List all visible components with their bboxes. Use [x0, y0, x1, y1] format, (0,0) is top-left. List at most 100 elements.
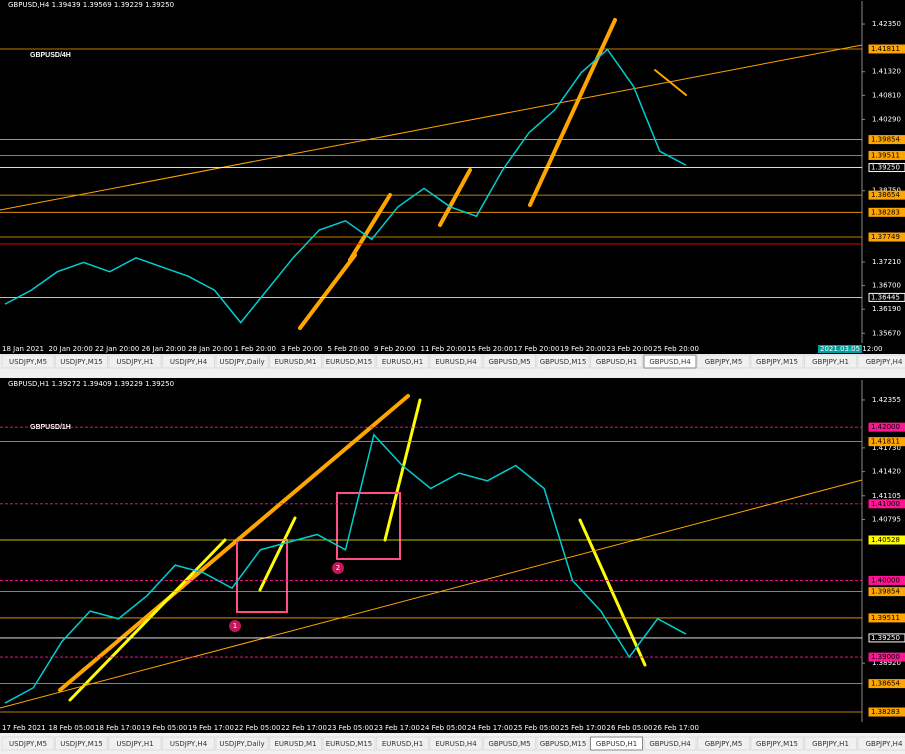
tab[interactable]: USDJPY,M5 — [1, 354, 55, 369]
level-box — [868, 575, 905, 585]
date-label: 26 Jan 20:00 — [142, 345, 186, 353]
tab[interactable]: EURUSD,H4 — [429, 736, 483, 751]
tab[interactable]: GBPUSD,M15 — [536, 736, 590, 751]
tab[interactable]: USDJPY,M15 — [55, 354, 108, 369]
tab[interactable]: GBPJPY,M5 — [697, 354, 750, 369]
tab[interactable]: GBPJPY,M15 — [750, 736, 804, 751]
price-label: 1.41730 — [872, 444, 901, 452]
tab[interactable]: EURUSD,M15 — [322, 354, 376, 369]
level-label: 1.38654 — [871, 680, 900, 688]
tab-bg — [483, 354, 536, 369]
tab-label: USDJPY,Daily — [219, 358, 264, 366]
tab[interactable]: USDJPY,Daily — [215, 736, 269, 751]
price-label: 1.41105 — [872, 492, 901, 500]
tab[interactable]: GBPUSD,H1 — [590, 736, 643, 751]
tab[interactable]: EURUSD,M15 — [322, 736, 376, 751]
level-box — [868, 163, 905, 173]
tab[interactable]: GBPJPY,H1 — [804, 736, 857, 751]
marker-circle — [229, 620, 241, 632]
tab[interactable]: EURUSD,M1 — [269, 354, 322, 369]
tab-label: EURUSD,M15 — [326, 358, 373, 366]
time-label: 2021.03.05 12:00 — [820, 345, 882, 353]
level-label: 1.41811 — [871, 45, 900, 53]
tab[interactable]: EURUSD,H4 — [429, 354, 483, 369]
date-label: 1 Feb 20:00 — [235, 345, 276, 353]
tab[interactable]: GBPUSD,M15 — [536, 354, 590, 369]
annotations — [0, 18, 863, 709]
tab-label: USDJPY,H4 — [170, 740, 208, 748]
tab-bg — [1, 736, 55, 751]
tab-label: USDJPY,M5 — [9, 740, 47, 748]
tab[interactable]: GBPJPY,H4 — [857, 354, 905, 369]
level-box — [868, 232, 905, 242]
tab-bg — [322, 354, 376, 369]
tab[interactable]: GBPUSD,M5 — [483, 736, 536, 751]
tab[interactable]: GBPUSD,H4 — [643, 354, 697, 369]
tab-bg — [697, 354, 750, 369]
tab[interactable]: GBPJPY,M5 — [697, 736, 750, 751]
tab-label: GBPJPY,H1 — [812, 358, 849, 366]
marker-label: 1 — [233, 622, 237, 630]
tab[interactable]: EURUSD,H1 — [376, 354, 429, 369]
tab[interactable]: EURUSD,M1 — [269, 736, 322, 751]
tab-bg — [162, 354, 215, 369]
date-label: 25 Feb 05:00 — [514, 724, 560, 732]
tab-label: GBPJPY,M5 — [705, 358, 743, 366]
tab[interactable]: GBPJPY,H1 — [804, 354, 857, 369]
level-box — [868, 613, 905, 623]
tab[interactable]: USDJPY,H1 — [108, 736, 162, 751]
tab[interactable]: USDJPY,Daily — [215, 354, 269, 369]
tab-label: EURUSD,M1 — [274, 740, 316, 748]
tab-bg — [162, 736, 215, 751]
chart-title: GBPUSD/4H — [30, 52, 71, 59]
level-label: 1.38283 — [871, 208, 900, 216]
date-label: 22 Jan 20:00 — [95, 345, 139, 353]
tab[interactable]: EURUSD,H1 — [376, 736, 429, 751]
tab-bg — [643, 736, 697, 751]
date-label: 26 Feb 17:00 — [653, 724, 699, 732]
tab-bg — [697, 736, 750, 751]
level-label: 1.38283 — [871, 708, 900, 716]
level-label: 1.39854 — [871, 588, 900, 596]
tab-bg — [536, 354, 590, 369]
tab[interactable]: GBPUSD,M5 — [483, 354, 536, 369]
tab-label: USDJPY,Daily — [219, 740, 264, 748]
level-label: 1.41811 — [871, 438, 900, 446]
level-box — [868, 535, 905, 545]
price-label: 1.40795 — [872, 516, 901, 524]
tab[interactable]: USDJPY,H4 — [162, 354, 215, 369]
tab[interactable]: USDJPY,M5 — [1, 736, 55, 751]
tab[interactable]: GBPJPY,M15 — [750, 354, 804, 369]
tab-label: EURUSD,H1 — [382, 358, 423, 366]
tab-bg — [55, 736, 108, 751]
level-box — [868, 652, 905, 662]
marker-circle — [332, 562, 344, 574]
tab[interactable]: USDJPY,H1 — [108, 354, 162, 369]
level-box — [868, 44, 905, 54]
level-box — [868, 633, 905, 643]
level-box — [868, 207, 905, 217]
date-label: 17 Feb 2021 — [2, 724, 46, 732]
date-label: 28 Jan 20:00 — [188, 345, 232, 353]
tab[interactable]: GBPUSD,H1 — [590, 354, 643, 369]
level-label: 1.36445 — [871, 293, 900, 301]
tab-label: GBPJPY,H1 — [812, 740, 849, 748]
tab[interactable]: GBPJPY,H4 — [857, 736, 905, 751]
price-label: 1.41420 — [872, 468, 901, 476]
price-line — [4, 433, 687, 704]
tab-label: GBPJPY,H4 — [866, 358, 903, 366]
price-label: 1.40290 — [872, 115, 901, 123]
tab-label: EURUSD,M15 — [326, 740, 373, 748]
date-label: 5 Feb 20:00 — [328, 345, 369, 353]
tab[interactable]: USDJPY,M15 — [55, 736, 108, 751]
tab[interactable]: USDJPY,H4 — [162, 736, 215, 751]
tab-label: GBPJPY,M15 — [756, 740, 798, 748]
date-label: 18 Feb 05:00 — [49, 724, 95, 732]
tab[interactable]: GBPUSD,H4 — [643, 736, 697, 751]
tab-bg — [804, 354, 857, 369]
level-label: 1.39511 — [871, 614, 900, 622]
date-label: 19 Feb 17:00 — [188, 724, 234, 732]
tab-label: USDJPY,H1 — [116, 358, 153, 366]
level-box — [868, 422, 905, 432]
